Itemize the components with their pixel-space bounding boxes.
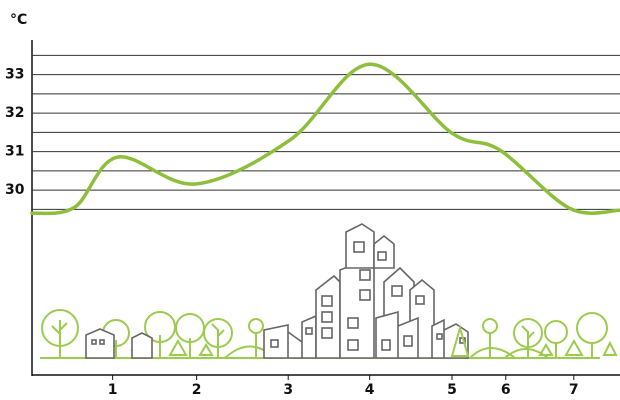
x-tick-label: 5 — [447, 382, 457, 398]
y-tick-label: 33 — [5, 67, 24, 83]
temperature-line — [30, 62, 620, 216]
x-tick-label: 2 — [192, 382, 202, 398]
x-tick-label: 1 — [108, 382, 118, 398]
x-tick-label: 3 — [283, 382, 293, 398]
y-axis-label: °C — [10, 12, 27, 28]
x-tick-label: 6 — [501, 382, 511, 398]
y-tick-label: 32 — [5, 105, 24, 121]
x-tick-label: 4 — [365, 382, 375, 398]
y-tick-label: 30 — [5, 182, 25, 198]
city-illustration — [40, 223, 618, 359]
y-tick-label: 31 — [5, 144, 24, 160]
x-tick-label: 7 — [569, 382, 579, 398]
